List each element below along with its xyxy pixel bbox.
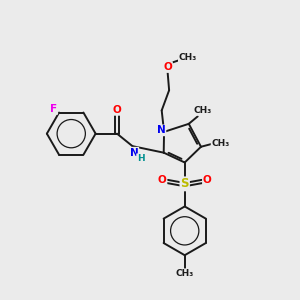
Text: CH₃: CH₃ — [176, 269, 194, 278]
Text: H: H — [137, 154, 145, 163]
Text: N: N — [157, 125, 166, 135]
Text: CH₃: CH₃ — [194, 106, 212, 115]
Text: O: O — [158, 175, 167, 185]
Text: O: O — [163, 62, 172, 72]
Text: O: O — [203, 175, 212, 185]
Text: N: N — [130, 148, 138, 158]
Text: CH₃: CH₃ — [179, 53, 197, 62]
Text: CH₃: CH₃ — [212, 139, 230, 148]
Text: O: O — [112, 105, 122, 115]
Text: F: F — [50, 104, 57, 114]
Text: S: S — [181, 177, 189, 190]
